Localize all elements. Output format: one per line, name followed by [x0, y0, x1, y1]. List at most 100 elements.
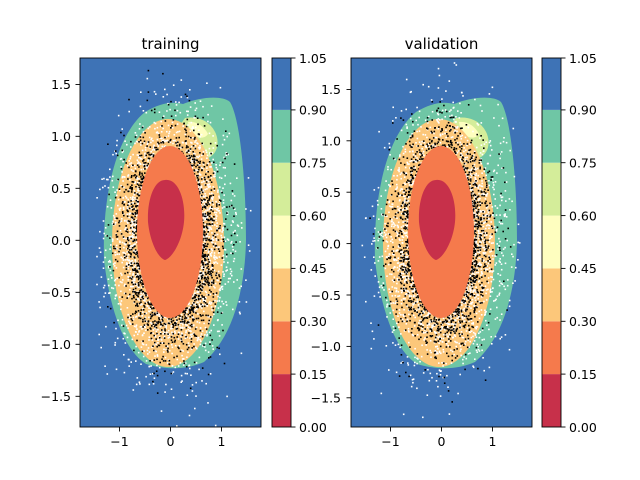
training-scatter-point: [201, 304, 203, 307]
training-scatter-point: [230, 224, 233, 226]
training-scatter-point: [237, 225, 240, 227]
training-scatter-point: [188, 364, 191, 367]
training-scatter-point: [178, 130, 181, 133]
training-scatter-point: [104, 256, 106, 259]
training-scatter-point: [199, 270, 202, 273]
training-scatter-point: [134, 259, 137, 261]
training-scatter-point: [232, 308, 234, 311]
training-scatter-point: [161, 137, 163, 140]
training-scatter-point: [127, 276, 130, 278]
training-scatter-point: [145, 111, 148, 114]
training-scatter-point: [208, 132, 211, 135]
training-scatter-point: [185, 146, 188, 149]
training-scatter-point: [208, 315, 210, 318]
training-scatter-point: [213, 175, 215, 178]
training-scatter-point: [156, 143, 159, 145]
training-scatter-point: [164, 140, 166, 143]
training-scatter-point: [209, 226, 212, 229]
training-scatter-point: [181, 326, 184, 329]
training-scatter-point: [204, 178, 206, 181]
training-scatter-point: [134, 252, 137, 254]
training-scatter-point: [114, 254, 117, 256]
training-scatter-point: [139, 105, 142, 108]
training-scatter-point: [186, 149, 189, 152]
training-scatter-point: [134, 277, 136, 280]
training-scatter-point: [222, 303, 225, 305]
training-scatter-point: [209, 262, 211, 265]
training-scatter-point: [192, 126, 194, 128]
training-scatter-point: [211, 264, 214, 266]
training-scatter-point: [126, 143, 128, 146]
training-scatter-point: [202, 150, 205, 153]
training-scatter-point: [104, 365, 106, 367]
training-scatter-point: [229, 182, 232, 185]
training-scatter-point: [222, 254, 225, 257]
training-scatter-point: [196, 339, 199, 342]
training-scatter-point: [106, 205, 109, 208]
training-scatter-point: [151, 346, 153, 348]
training-scatter-point: [236, 224, 239, 226]
training-scatter-point: [216, 257, 218, 259]
training-scatter-point: [120, 220, 123, 222]
training-scatter-point: [151, 137, 153, 140]
training-scatter-point: [128, 365, 130, 367]
training-scatter-point: [233, 281, 235, 283]
training-scatter-point: [129, 248, 131, 250]
training-scatter-point: [210, 218, 212, 221]
training-scatter-point: [166, 110, 168, 112]
training-scatter-point: [194, 153, 196, 155]
training-scatter-point: [140, 187, 143, 189]
training-scatter-point: [238, 311, 241, 314]
training-scatter-point: [147, 159, 150, 161]
training-scatter-point: [132, 267, 134, 269]
training-scatter-point: [130, 361, 132, 363]
training-scatter-point: [167, 337, 170, 339]
training-scatter-point: [219, 164, 221, 166]
training-scatter-point: [201, 273, 204, 275]
training-scatter-point: [138, 186, 141, 189]
training-scatter-point: [209, 293, 212, 296]
training-scatter-point: [191, 167, 194, 169]
training-scatter-point: [199, 136, 201, 138]
training-scatter-point: [221, 207, 224, 209]
training-scatter-point: [218, 299, 221, 302]
training-scatter-point: [198, 430, 200, 432]
training-scatter-point: [201, 212, 204, 214]
training-scatter-point: [205, 151, 208, 154]
training-scatter-point: [119, 189, 121, 192]
training-scatter-point: [126, 307, 129, 309]
training-scatter-point: [152, 140, 154, 142]
training-scatter-point: [124, 200, 126, 203]
training-scatter-point: [186, 151, 188, 154]
training-scatter-point: [131, 234, 134, 237]
training-scatter-point: [147, 353, 149, 355]
training-scatter-point: [147, 160, 149, 162]
training-scatter-point: [220, 190, 223, 193]
training-scatter-point: [197, 142, 199, 145]
training-scatter-point: [111, 238, 114, 240]
training-scatter-point: [125, 324, 128, 327]
training-scatter-point: [209, 153, 212, 156]
training-scatter-point: [186, 96, 189, 99]
training-scatter-point: [114, 341, 117, 344]
training-scatter-point: [156, 126, 159, 129]
training-scatter-point: [109, 292, 111, 294]
training-scatter-point: [199, 296, 201, 298]
training-scatter-point: [207, 185, 209, 187]
training-scatter-point: [135, 283, 138, 285]
training-scatter-point: [204, 200, 207, 203]
training-scatter-point: [197, 313, 199, 315]
training-scatter-point: [131, 232, 134, 235]
training-scatter-point: [202, 216, 204, 218]
training-scatter-point: [135, 315, 138, 318]
training-scatter-point: [203, 218, 205, 220]
training-scatter-point: [211, 207, 213, 210]
training-scatter-point: [133, 244, 135, 246]
training-scatter-point: [207, 315, 209, 318]
training-scatter-point: [214, 258, 216, 261]
training-scatter-point: [229, 205, 232, 208]
training-scatter-point: [134, 261, 137, 263]
training-scatter-point: [144, 172, 146, 174]
training-scatter-point: [131, 280, 134, 283]
training-scatter-point: [127, 254, 130, 256]
